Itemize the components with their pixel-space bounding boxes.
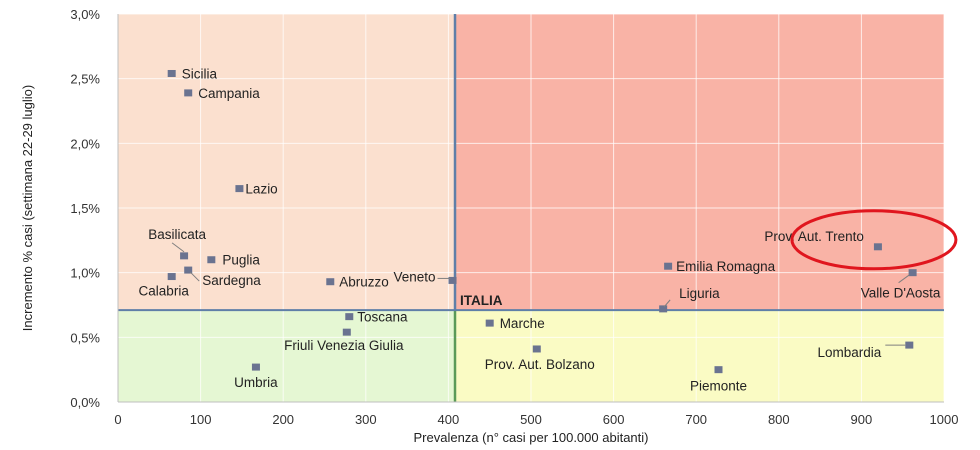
- leader-line: [663, 299, 671, 308]
- data-point-marker: [235, 185, 244, 193]
- y-tick-label: 0,0%: [70, 395, 100, 410]
- point-label: Calabria: [139, 284, 190, 299]
- axes: 0 100 200 300 400 500 600 700 800 900 1000 0,0% 0,5%…: [70, 7, 958, 427]
- point-label: Puglia: [222, 253, 260, 268]
- data-point-marker: [908, 269, 917, 277]
- y-tick-label: 0,5%: [70, 330, 100, 345]
- x-tick-label: 800: [768, 412, 790, 427]
- quadrant-top-right: [455, 14, 944, 311]
- y-tick-label: 1,0%: [70, 266, 100, 281]
- reference-lines: [118, 14, 944, 402]
- point-label: Abruzzo: [339, 275, 389, 290]
- data-point-marker: [873, 243, 882, 251]
- quadrant-bottom-left: [118, 310, 456, 402]
- y-tick-label: 2,5%: [70, 72, 100, 87]
- point-labels: Sicilia Campania Lazio Basilicata Puglia Sard…: [139, 66, 941, 393]
- x-tick-label: 200: [272, 412, 294, 427]
- quadrant-top-left: [118, 14, 456, 311]
- leader-line: [898, 274, 910, 284]
- y-tick-label: 2,0%: [70, 136, 100, 151]
- x-tick-label: 400: [438, 412, 460, 427]
- data-point-marker: [448, 276, 457, 284]
- x-tick-label: 1000: [930, 412, 959, 427]
- point-label: Sicilia: [182, 66, 218, 81]
- data-point-marker: [184, 89, 193, 97]
- data-point-marker: [184, 266, 193, 274]
- point-label: Piemonte: [690, 379, 747, 394]
- data-point-marker: [207, 256, 216, 264]
- data-point-marker: [485, 319, 494, 327]
- data-point-marker: [659, 305, 668, 313]
- point-label: Basilicata: [148, 227, 206, 242]
- data-point-marker: [342, 328, 351, 336]
- x-tick-label: 500: [520, 412, 542, 427]
- x-tick-label: 900: [851, 412, 873, 427]
- data-points: [167, 69, 917, 374]
- data-point-marker: [326, 278, 335, 286]
- data-point-marker: [664, 262, 673, 270]
- point-label: Marche: [500, 316, 545, 331]
- quadrant-backgrounds: [118, 14, 944, 402]
- y-tick-label: 3,0%: [70, 7, 100, 22]
- point-label: Prov. Aut. Bolzano: [485, 357, 595, 372]
- data-point-marker: [532, 345, 541, 353]
- leader-line: [171, 242, 185, 253]
- data-point-marker: [345, 313, 354, 321]
- point-label: Valle D'Aosta: [861, 286, 941, 301]
- y-tick-label: 1,5%: [70, 201, 100, 216]
- point-label: Veneto: [393, 269, 435, 284]
- point-label: Toscana: [357, 310, 408, 325]
- point-label: Lombardia: [818, 345, 882, 360]
- x-tick-label: 0: [114, 412, 121, 427]
- x-tick-label: 100: [190, 412, 212, 427]
- data-point-marker: [714, 366, 723, 374]
- point-label: Campania: [198, 86, 260, 101]
- point-label: Sardegna: [202, 273, 261, 288]
- point-label: Lazio: [245, 182, 277, 197]
- x-tick-label: 600: [603, 412, 625, 427]
- point-label: Liguria: [679, 286, 720, 301]
- highlight-ellipse: [790, 209, 958, 271]
- data-point-marker: [251, 363, 260, 371]
- x-tick-label: 300: [355, 412, 377, 427]
- quadrant-bottom-right: [455, 310, 944, 402]
- reference-label: ITALIA: [460, 293, 503, 308]
- data-point-marker: [167, 273, 176, 281]
- y-axis-title: Incremento % casi (settimana 22-29 lugli…: [20, 85, 35, 331]
- data-point-marker: [905, 341, 914, 349]
- point-label: Prov. Aut. Trento: [764, 229, 864, 244]
- point-label: Emilia Romagna: [676, 259, 776, 274]
- data-point-marker: [167, 69, 176, 77]
- highlight-ellipse-shape: [790, 209, 958, 271]
- point-label: Umbria: [234, 375, 278, 390]
- leader-line: [189, 271, 200, 282]
- x-tick-label: 700: [685, 412, 707, 427]
- point-label: Friuli Venezia Giulia: [284, 338, 404, 353]
- x-axis-title: Prevalenza (n° casi per 100.000 abitanti…: [413, 430, 648, 445]
- data-point-marker: [180, 252, 189, 260]
